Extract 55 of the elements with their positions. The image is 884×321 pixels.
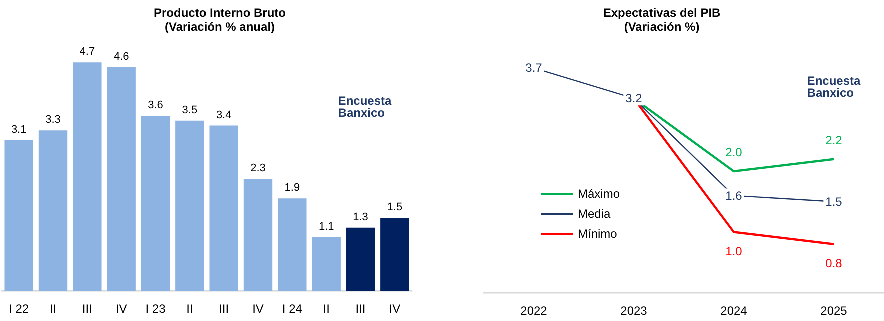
data-label: 3.5 bbox=[182, 104, 198, 116]
x-tick-label: II bbox=[186, 302, 194, 316]
data-label: 3.7 bbox=[526, 61, 543, 76]
x-tick-label: II bbox=[323, 302, 330, 316]
legend-label: Media bbox=[578, 207, 612, 221]
bar bbox=[141, 116, 170, 291]
data-label: 3.6 bbox=[148, 100, 164, 112]
data-label: 1.5 bbox=[387, 202, 403, 214]
bar bbox=[107, 67, 136, 291]
data-label: 1.0 bbox=[726, 244, 743, 258]
data-label: 2.2 bbox=[826, 133, 843, 148]
bar bbox=[312, 238, 341, 291]
data-label: 1.9 bbox=[284, 182, 300, 194]
x-tick-label: I 24 bbox=[282, 302, 303, 316]
x-tick-label: II bbox=[50, 302, 57, 316]
bar bbox=[4, 140, 34, 291]
legend-label: Mínimo bbox=[578, 227, 618, 241]
bar bbox=[210, 126, 238, 291]
annotation: Encuesta Banxico bbox=[338, 94, 396, 120]
data-label: 3.4 bbox=[216, 109, 232, 122]
bar bbox=[278, 198, 307, 291]
bar bbox=[73, 62, 102, 291]
x-tick-label: 2022 bbox=[520, 304, 548, 318]
x-tick-label: I 23 bbox=[146, 302, 166, 316]
x-tick-label: IV bbox=[252, 302, 264, 316]
annotation: Encuesta Banxico bbox=[807, 74, 864, 100]
x-tick-label: IV bbox=[389, 302, 401, 316]
chart-subtitle: (Variación % anual) bbox=[164, 20, 276, 34]
legend-label: Máximo bbox=[578, 187, 620, 201]
data-label: 0.8 bbox=[826, 256, 843, 270]
x-tick-label: III bbox=[82, 302, 92, 316]
x-tick-label: 2024 bbox=[720, 304, 748, 318]
bar bbox=[176, 120, 204, 291]
x-tick-label: 2025 bbox=[820, 304, 848, 318]
x-tick-label: III bbox=[356, 302, 366, 316]
data-label: 4.6 bbox=[114, 50, 130, 63]
data-label: 1.3 bbox=[353, 211, 368, 224]
data-label: 2.0 bbox=[726, 146, 743, 160]
x-tick-label: I 22 bbox=[9, 302, 30, 316]
data-label: 3.3 bbox=[46, 114, 61, 126]
bar bbox=[380, 218, 410, 291]
bar bbox=[38, 130, 68, 291]
x-tick-label: III bbox=[219, 302, 230, 316]
bar bbox=[346, 228, 376, 291]
x-tick-label: IV bbox=[116, 302, 128, 316]
data-label: 3.1 bbox=[11, 124, 27, 136]
data-label: 1.5 bbox=[826, 194, 843, 209]
chart-subtitle: (Variación %) bbox=[624, 20, 700, 34]
data-label: 1.1 bbox=[318, 221, 334, 234]
x-tick-label: 2023 bbox=[620, 304, 648, 318]
data-label: 2.3 bbox=[250, 162, 266, 175]
data-label: 4.7 bbox=[80, 46, 96, 58]
chart-title: Expectativas del PIB bbox=[603, 6, 722, 20]
chart-title: Producto Interno Bruto bbox=[154, 6, 286, 20]
bar bbox=[244, 179, 273, 291]
